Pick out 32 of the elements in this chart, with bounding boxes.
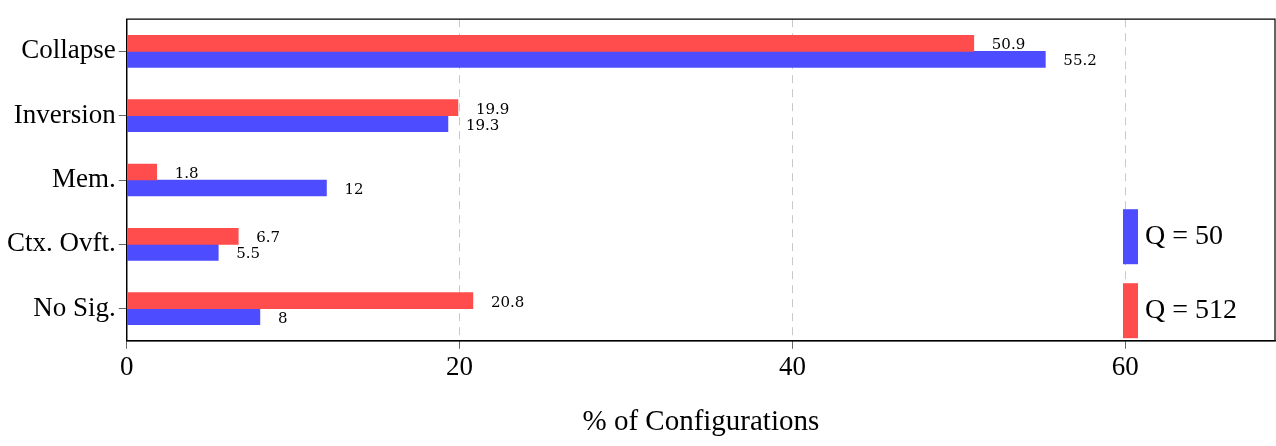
y-tick-label: Inversion	[13, 98, 117, 129]
data-label: 6.7	[256, 228, 281, 247]
y-tick-label: No Sig.	[33, 291, 116, 322]
legend-label: Q = 512	[1144, 292, 1237, 324]
bar	[126, 163, 158, 181]
y-tick-label: Ctx. Ovft.	[6, 227, 116, 258]
data-label: 1.8	[174, 163, 199, 182]
bar	[126, 35, 975, 52]
bar	[126, 179, 327, 197]
data-label: 12	[344, 179, 364, 198]
y-tick-label: Mem.	[52, 163, 116, 194]
data-label: 50.9	[991, 35, 1026, 54]
x-tick-label: 0	[120, 351, 134, 382]
bar	[126, 99, 459, 117]
y-tick-label: Collapse	[21, 34, 116, 65]
bar	[126, 308, 261, 325]
data-label: 5.5	[236, 244, 261, 263]
data-label: 55.2	[1063, 51, 1097, 70]
data-label: 20.8	[490, 292, 525, 311]
bar	[126, 227, 239, 245]
x-axis-title: % of Configurations	[582, 404, 820, 437]
data-label: 8	[277, 308, 288, 327]
legend-label: Q = 50	[1144, 218, 1223, 250]
bar	[126, 243, 219, 261]
x-tick-label: 60	[1111, 351, 1139, 382]
bar	[126, 292, 474, 309]
x-tick-label: 40	[778, 351, 806, 382]
bar	[126, 115, 449, 133]
data-label: 19.3	[465, 115, 500, 134]
bar	[126, 51, 1046, 68]
x-tick-label: 20	[446, 351, 474, 382]
data-label: 19.9	[475, 99, 510, 118]
